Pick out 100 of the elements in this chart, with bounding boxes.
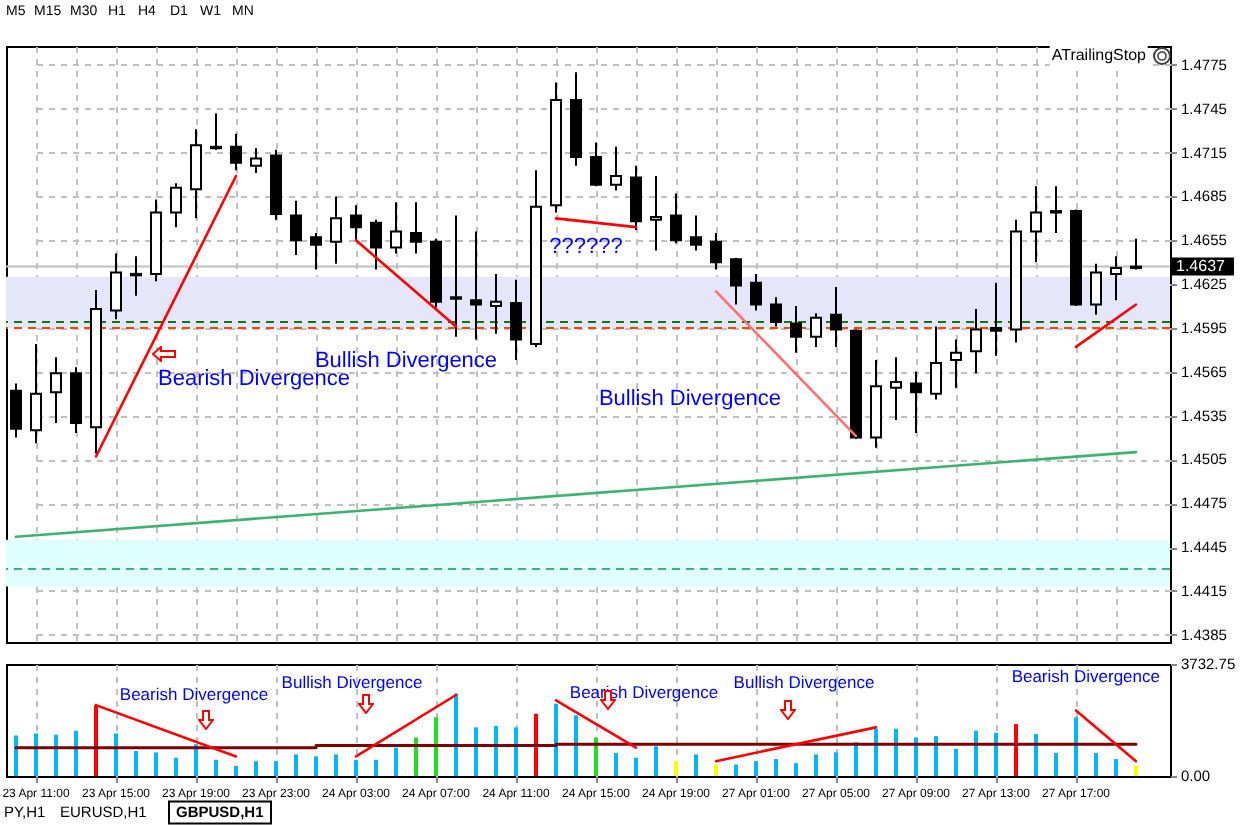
bar xyxy=(1014,724,1018,776)
bar xyxy=(514,727,518,776)
bar xyxy=(154,752,158,776)
bar xyxy=(554,703,558,776)
candlestick xyxy=(1130,237,1142,271)
bar xyxy=(974,730,978,776)
candlestick xyxy=(830,286,842,348)
candlestick xyxy=(770,296,782,328)
candlestick xyxy=(730,256,742,306)
candlestick xyxy=(410,201,422,255)
candlestick xyxy=(1050,185,1062,234)
bar xyxy=(14,735,18,776)
bar xyxy=(814,754,818,776)
bar xyxy=(1034,734,1038,776)
bar xyxy=(274,761,278,776)
candlestick xyxy=(170,182,182,229)
bar xyxy=(894,728,898,776)
bar xyxy=(914,737,918,776)
bar xyxy=(294,754,298,776)
candlestick xyxy=(990,281,1002,357)
candlestick xyxy=(330,195,342,265)
candlestick xyxy=(370,218,382,271)
bar xyxy=(954,749,958,776)
candlestick xyxy=(470,230,482,341)
candlestick xyxy=(110,252,122,321)
bar xyxy=(134,751,138,776)
candlestick xyxy=(230,132,242,172)
candlestick xyxy=(190,128,202,220)
bar xyxy=(654,746,658,776)
bar xyxy=(74,730,78,776)
bar xyxy=(794,763,798,776)
candlestick xyxy=(290,199,302,256)
candlestick xyxy=(710,231,722,271)
candlestick xyxy=(350,204,362,242)
bar xyxy=(714,764,718,776)
candlestick xyxy=(1030,185,1042,264)
candlestick xyxy=(670,192,682,245)
bar xyxy=(334,754,338,776)
candlestick xyxy=(970,307,982,375)
annotation: Bearish Divergence xyxy=(119,683,269,704)
bar xyxy=(1134,765,1138,776)
bar xyxy=(494,726,498,776)
bar xyxy=(834,752,838,776)
candlestick xyxy=(1110,255,1122,302)
candlestick xyxy=(510,278,522,362)
bar xyxy=(774,759,778,776)
bar xyxy=(694,754,698,776)
bar xyxy=(994,732,998,776)
bar xyxy=(754,761,758,776)
ref-line-label: 1.4637 xyxy=(1176,256,1227,275)
bar xyxy=(254,761,258,776)
candlestick xyxy=(890,356,902,421)
annotation: ATrailingStop xyxy=(1049,46,1148,66)
candlestick xyxy=(490,272,502,335)
bar xyxy=(34,733,38,776)
annotation: Bearish Divergence xyxy=(158,367,350,391)
annotation: ?????? xyxy=(549,235,623,259)
candlestick xyxy=(750,272,762,312)
bar xyxy=(354,759,358,776)
annotation: Bearish Divergence xyxy=(1011,665,1160,686)
bar xyxy=(1094,753,1098,776)
bar xyxy=(574,715,578,776)
annotation: Bullish Divergence xyxy=(733,671,875,692)
candlestick xyxy=(950,338,962,389)
bar xyxy=(854,742,858,776)
bar xyxy=(314,756,318,776)
bar xyxy=(374,759,378,776)
candlestick xyxy=(630,164,642,232)
bar xyxy=(874,728,878,776)
candlestick xyxy=(30,343,42,445)
bar xyxy=(934,736,938,776)
bar xyxy=(454,693,458,776)
bar xyxy=(414,737,418,776)
candlestick xyxy=(650,175,662,252)
candlestick xyxy=(810,312,822,348)
bar xyxy=(594,737,598,776)
bar xyxy=(194,744,198,776)
annotation: Bullish Divergence xyxy=(314,349,498,373)
candlestick xyxy=(930,325,942,401)
bar xyxy=(1074,717,1078,776)
bar xyxy=(1114,759,1118,776)
bar xyxy=(54,734,58,776)
candlestick xyxy=(790,305,802,354)
bar xyxy=(394,747,398,776)
bar xyxy=(634,757,638,776)
candlestick xyxy=(390,201,402,255)
candlestick xyxy=(690,214,702,252)
candlestick xyxy=(450,214,462,338)
candlestick xyxy=(1090,262,1102,316)
bar xyxy=(474,727,478,776)
bar xyxy=(614,753,618,776)
bar xyxy=(434,717,438,776)
candlestick xyxy=(910,370,922,435)
candlestick xyxy=(50,356,62,424)
bar xyxy=(214,759,218,776)
annotation: Bullish Divergence xyxy=(598,387,782,411)
bar xyxy=(534,713,538,776)
bar xyxy=(114,733,118,776)
candlestick xyxy=(250,147,262,175)
candlestick xyxy=(210,112,222,151)
